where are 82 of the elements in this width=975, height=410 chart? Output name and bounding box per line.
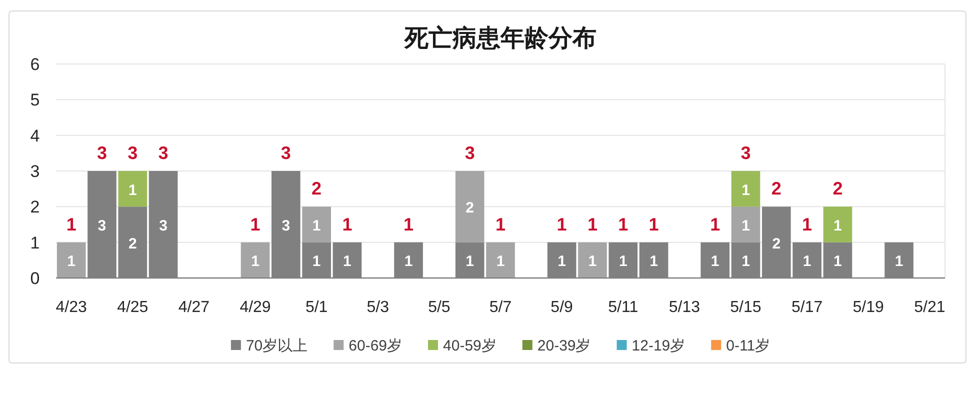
x-tick: 5/9	[550, 299, 573, 316]
y-tick: 5	[30, 90, 40, 110]
x-tick: 4/25	[117, 299, 148, 316]
x-tick: 5/13	[668, 299, 700, 316]
x-tick: 5/1	[305, 299, 328, 316]
data-label: 1	[128, 182, 137, 199]
y-tick: 4	[30, 126, 40, 146]
total: 1	[496, 214, 506, 234]
data-label: 1	[343, 253, 352, 270]
x-tick: 5/3	[366, 299, 389, 316]
x-tick: 5/15	[730, 299, 762, 316]
total: 3	[740, 143, 751, 163]
legend-label: 70岁以上	[246, 338, 308, 354]
legend-item: 40-59岁	[428, 338, 496, 354]
legend-item: 70岁以上	[230, 338, 308, 354]
y-tick: 0	[30, 269, 40, 288]
data-label: 2	[128, 235, 137, 252]
total: 2	[312, 178, 322, 199]
data-label: 1	[650, 253, 658, 270]
y-tick: 6	[30, 55, 40, 74]
legend-label: 60-69岁	[348, 338, 402, 354]
legend-label: 12-19岁	[632, 338, 686, 354]
total: 3	[158, 143, 168, 163]
data-label: 1	[496, 253, 505, 270]
data-label: 1	[894, 253, 904, 270]
data-label: 1	[742, 182, 750, 199]
data-label: 1	[834, 218, 842, 234]
legend-item: 12-19岁	[616, 338, 686, 354]
y-tick: 2	[30, 198, 40, 217]
data-label: 1	[742, 253, 750, 270]
y-tick: 3	[30, 162, 40, 181]
data-label: 1	[618, 253, 628, 270]
total: 2	[771, 178, 782, 199]
total: 1	[618, 214, 628, 234]
total: 1	[710, 214, 720, 234]
data-label: 2	[772, 235, 781, 252]
data-label: 1	[251, 253, 260, 270]
legend-label: 20-39岁	[537, 338, 591, 354]
x-tick: 5/5	[428, 299, 450, 316]
total: 1	[250, 214, 260, 234]
data-label: 1	[404, 253, 413, 270]
legend-item: 0-11岁	[711, 338, 770, 354]
total: 1	[648, 214, 659, 234]
x-tick: 5/11	[608, 299, 638, 316]
x-tick: 5/7	[489, 299, 512, 316]
data-label: 1	[67, 253, 76, 270]
data-label: 1	[802, 253, 812, 270]
x-tick: 5/21	[914, 299, 946, 316]
total: 3	[128, 143, 138, 163]
x-tick: 5/19	[852, 299, 884, 316]
total: 1	[342, 214, 352, 234]
data-label: 1	[466, 253, 474, 270]
data-label: 1	[558, 253, 566, 270]
data-label: 3	[159, 218, 168, 234]
data-label: 2	[466, 200, 474, 217]
x-tick: 4/23	[56, 299, 87, 316]
total: 1	[66, 214, 76, 234]
total: 1	[802, 214, 812, 234]
data-label: 1	[742, 218, 750, 234]
data-label: 3	[282, 218, 290, 234]
legend-item: 60-69岁	[334, 338, 402, 354]
total: 3	[464, 143, 475, 163]
legend-label: 40-59岁	[443, 338, 496, 354]
title: 死亡病患年龄分布	[404, 25, 596, 52]
total: 1	[587, 214, 598, 234]
legend-item: 20-39岁	[522, 338, 591, 354]
total: 1	[404, 214, 414, 234]
x-tick: 4/27	[178, 299, 210, 316]
data-label: 1	[834, 253, 842, 270]
y-tick: 1	[30, 233, 40, 252]
x-tick: 5/17	[791, 299, 823, 316]
data-label: 1	[588, 253, 597, 270]
total: 3	[96, 143, 107, 163]
total: 2	[832, 178, 843, 199]
data-label: 1	[710, 253, 720, 270]
data-label: 1	[312, 218, 321, 234]
data-label: 3	[98, 218, 106, 234]
total: 1	[556, 214, 567, 234]
legend-label: 0-11岁	[726, 338, 770, 354]
x-tick: 4/29	[240, 299, 271, 316]
total: 3	[280, 143, 291, 163]
data-label: 1	[312, 253, 321, 270]
